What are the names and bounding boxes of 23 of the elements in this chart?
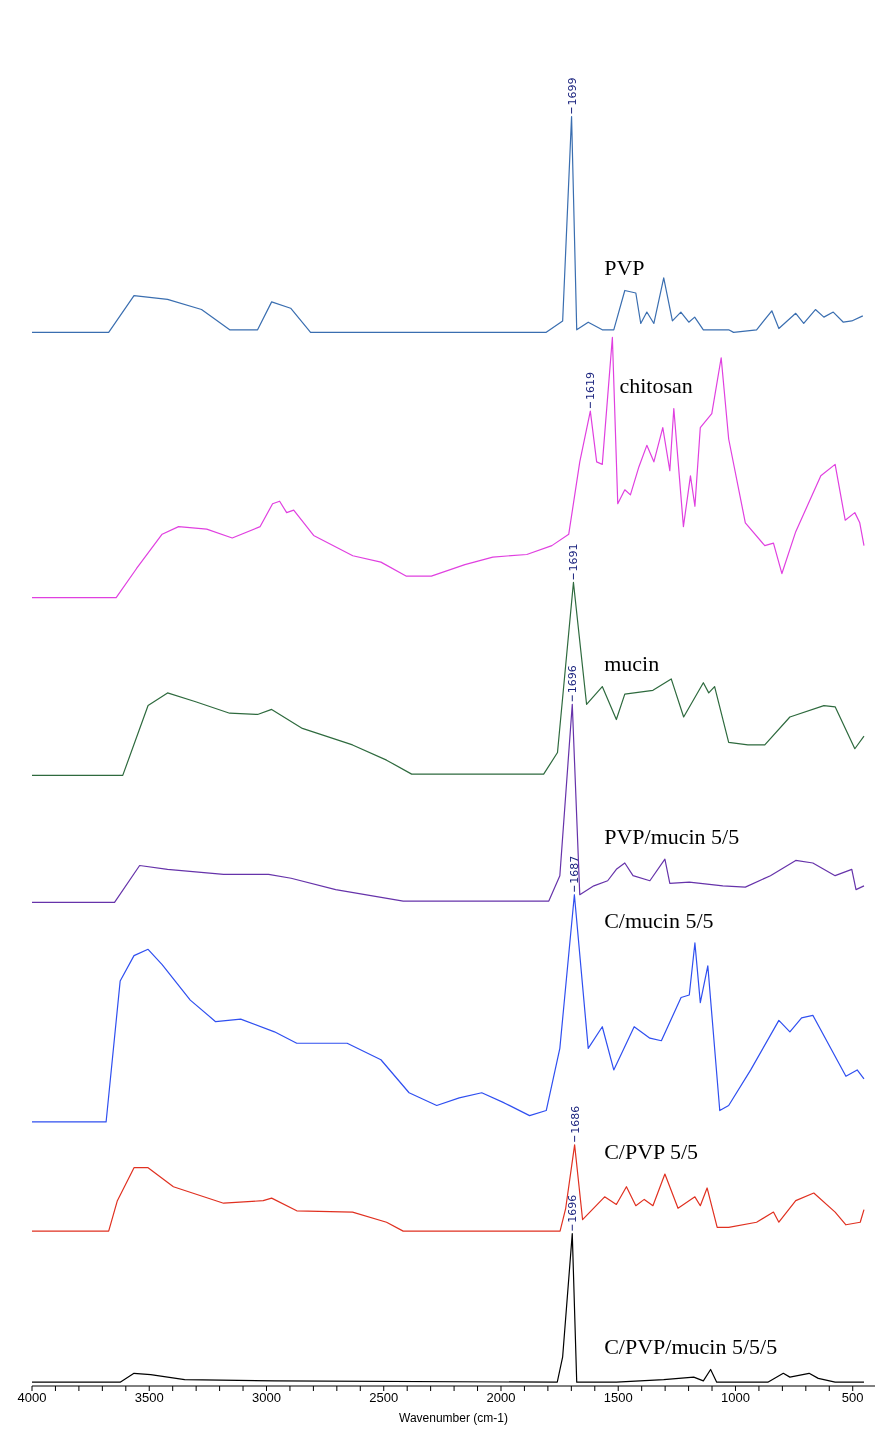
series-label: C/mucin 5/5 <box>604 907 714 933</box>
annotation: 1696 <box>566 1194 580 1223</box>
annotation: 1696 <box>566 665 580 694</box>
x-tick-label: 1000 <box>721 1390 750 1406</box>
annotation: 1687 <box>568 855 582 884</box>
x-tick-label: 3000 <box>252 1390 281 1406</box>
x-tick-label: 2000 <box>486 1390 516 1406</box>
annotation: 1619 <box>584 372 598 401</box>
series-label: C/PVP 5/5 <box>604 1138 699 1164</box>
x-tick-label: 2500 <box>369 1390 399 1406</box>
x-tick-label: 500 <box>841 1390 864 1406</box>
x-tick-label: 4000 <box>17 1390 47 1406</box>
annotation: 1691 <box>567 543 581 572</box>
x-tick-label: 1500 <box>603 1390 633 1406</box>
series-label: chitosan <box>619 373 693 399</box>
series-label: mucin <box>604 651 660 677</box>
annotation: 1699 <box>565 77 579 106</box>
series-label: PVP/mucin 5/5 <box>604 823 740 849</box>
x-axis-title: Wavenumber (cm-1) <box>399 1411 508 1425</box>
annotation: 1686 <box>568 1105 582 1134</box>
x-tick-label: 3500 <box>134 1390 164 1406</box>
series-label: PVP <box>604 255 645 281</box>
series-label: C/PVP/mucin 5/5/5 <box>604 1334 778 1360</box>
